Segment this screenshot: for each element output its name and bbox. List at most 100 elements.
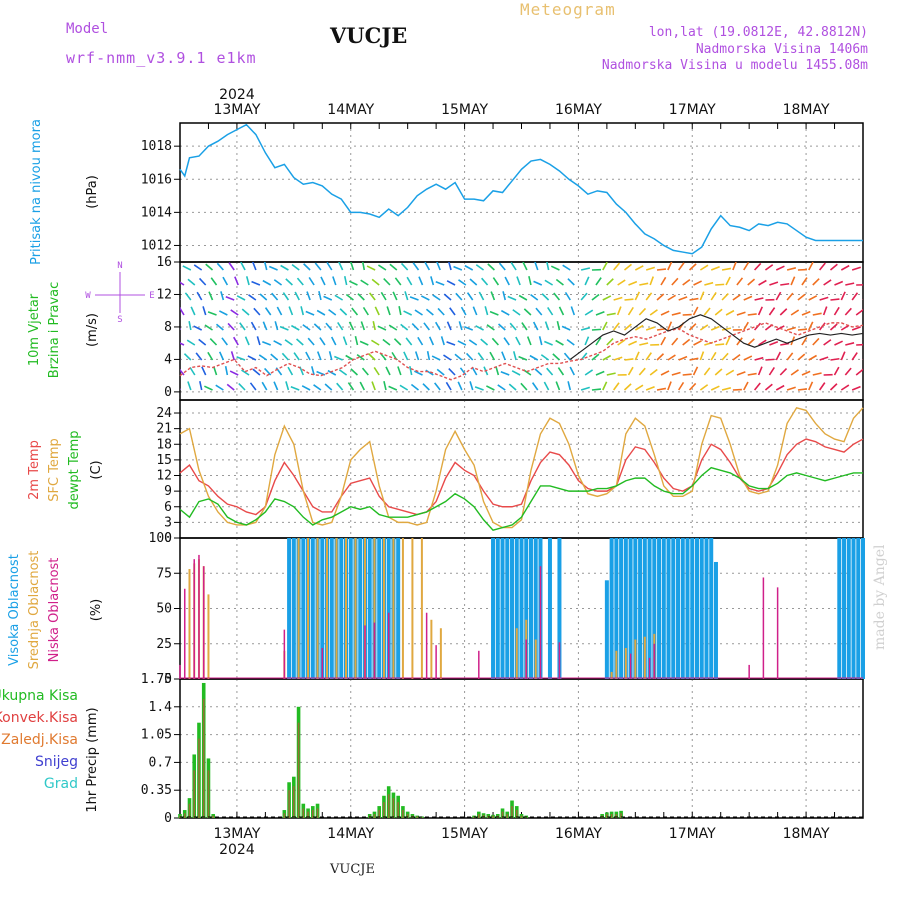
y-tick-label: 0 [164,385,172,400]
wind-arrow [834,340,843,346]
wind-arrow [238,382,246,391]
wind-arrow [393,338,402,346]
wind-arrow [500,309,510,316]
wind-arrow [446,321,452,331]
wind-arrow [180,269,181,270]
wind-arrow [345,293,354,301]
wind-arrow [822,306,828,316]
cloud-bar-high [533,538,538,679]
wind-arrow [678,262,685,271]
wind-arrow [398,306,402,316]
wind-arrow [477,352,485,361]
elevation-label: Nadmorska Visina 1406m [695,42,868,57]
wind-arrow [540,354,550,361]
wind-arrow [388,324,398,331]
wind-arrow [430,276,435,286]
y-tick-label: 100 [149,531,172,546]
cloud-bar-low [629,653,632,679]
x-tick-label-bottom: 14MAY [327,826,374,842]
wind-arrow [790,276,796,286]
wind-arrow [790,309,800,316]
wind-arrow [190,306,196,316]
wind-arrow [829,323,838,331]
y-tick-label: 75 [156,566,172,581]
wind-arrow [808,321,814,331]
wind-arrow [721,387,731,391]
wind-arrow [291,263,300,271]
cloud-bar-mid [439,628,442,679]
wind-arrow [443,293,452,301]
wind-arrow [819,356,829,361]
wind-arrow [449,307,456,316]
y-tick-label: 1.05 [141,728,172,743]
wind-arrow [471,366,478,376]
wind-arrow [693,280,702,286]
wind-arrow [187,381,192,391]
wind-arrow [710,351,717,361]
precip-bar-convective [511,806,513,818]
wind-arrow [510,262,517,271]
wind-arrow [747,313,757,316]
cloud-bar-low [373,622,376,679]
cloud-bar-mid [363,538,366,679]
wind-arrow [180,281,185,286]
wind-arrow [207,311,217,316]
wind-arrow [667,354,676,361]
wind-arrow [385,366,391,376]
wind-arrow [862,358,863,360]
precip-bar-convective [387,794,390,818]
cloud-bar-high [524,538,529,679]
wind-arrow [466,292,474,301]
wind-arrow [180,368,185,376]
wind-arrow [410,383,420,391]
wind-arrow [184,292,192,301]
wind-arrow [414,351,420,361]
wind-arrow [469,278,478,286]
wind-arrow [411,322,420,331]
wind-arrow [264,307,272,316]
wind-arrow [526,336,532,346]
wind-arrow [347,382,355,391]
wind-arrow [457,340,467,346]
wind-arrow [564,291,571,301]
wind-arrow [775,351,782,361]
cloud-bar-low [283,629,286,679]
wind-arrow [250,321,257,331]
wind-arrow [606,278,614,286]
wind-arrow [617,279,626,286]
wind-arrow [660,336,667,346]
model-value: wrf-nmm_v3.9.1 e1km [66,49,257,67]
y-tick-label: 1.75 [141,672,172,687]
cloud-bar-high [386,538,391,679]
wind-arrow [199,381,203,391]
wind-arrow [400,262,409,271]
wind-arrow [230,309,239,316]
cloud-bar-high [713,561,718,679]
wind-arrow [840,351,846,361]
wind-arrow [521,322,528,331]
wind-arrow [819,296,829,301]
y-tick-label: 1.4 [149,700,173,715]
cloud-bar-high [680,538,685,679]
cloud-bar-high [704,538,709,679]
wind-arrow [251,280,261,286]
wind-arrow [490,291,496,301]
precip-bar-convective [506,814,509,818]
wind-arrow [262,279,272,286]
wind-arrow [361,367,369,376]
wind-arrow [606,312,616,316]
wind-arrow [532,321,539,331]
wind-arrow [284,339,293,346]
wind-arrow [550,265,560,271]
wind-arrow [833,366,840,376]
wind-arrow [354,336,359,346]
precip-bar-convective [610,814,613,818]
cloud-bar-high [528,538,533,679]
x-tick-label-bottom: 18MAY [783,826,830,842]
wind-arrow [187,278,196,286]
wind-arrow [678,296,688,301]
wind-arrow [386,306,391,316]
y-tick-label: 1016 [141,172,172,187]
wind-arrow [414,309,423,316]
precip-bar-convective [307,811,309,818]
